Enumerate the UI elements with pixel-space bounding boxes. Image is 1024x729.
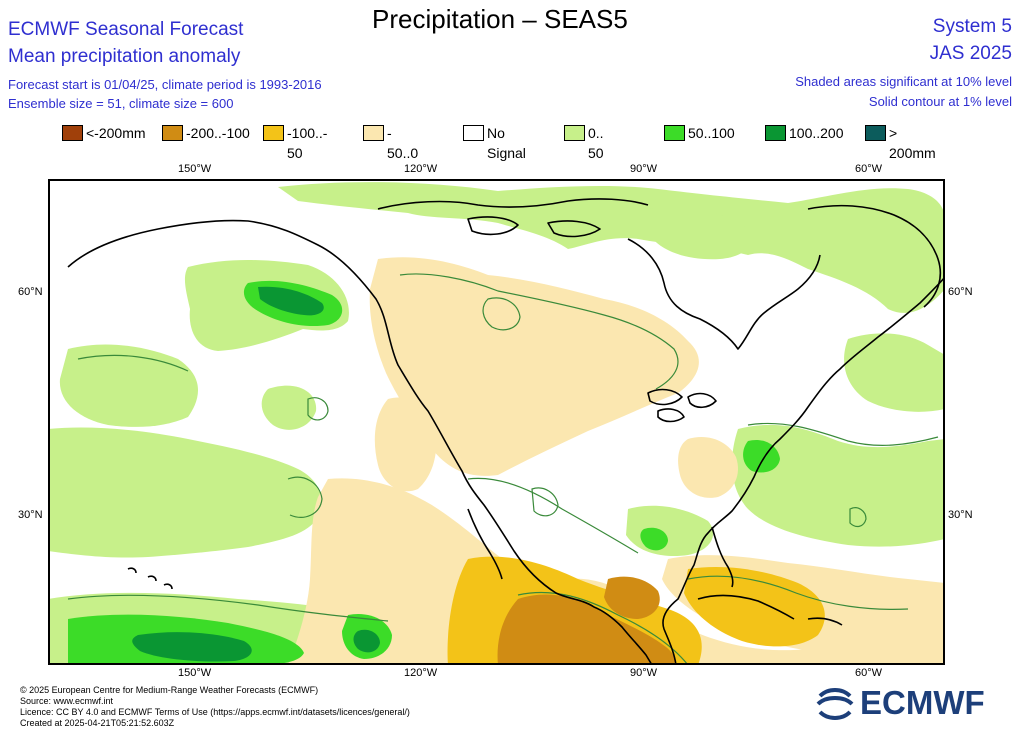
contour-line: [399, 273, 679, 390]
contour-line: [307, 397, 329, 421]
wet-strong-pacific-east: [353, 629, 380, 653]
dry-area-atlantic-coast: [678, 437, 738, 498]
legend-label: -100..- 50: [287, 125, 328, 161]
lat-tick-right: 30°N: [948, 509, 973, 521]
ecmwf-emblem-icon: [816, 688, 854, 720]
lon-tick-bottom: 150°W: [178, 667, 212, 679]
dry-strong-caribbean: [604, 576, 660, 619]
ecmwf-logo: ECMWF: [814, 684, 1014, 722]
forecast-start-info: Forecast start is 01/04/25, climate peri…: [8, 77, 322, 92]
main-title: Precipitation – SEAS5: [372, 4, 628, 34]
season-title: JAS 2025: [929, 43, 1012, 64]
legend-swatch: [865, 125, 886, 141]
lon-tick-bottom: 120°W: [404, 667, 438, 679]
coastline-baja: [467, 508, 503, 580]
wet-mid-gulf: [640, 527, 668, 551]
coastline-florida: [711, 526, 734, 588]
created-line: Created at 2025-04-21T05:21:52.603Z: [20, 718, 175, 728]
legend-swatch: [564, 125, 585, 141]
lon-tick-top: 90°W: [630, 163, 658, 175]
legend-label: - 50..0: [387, 125, 419, 161]
contour-line: [849, 507, 867, 528]
legend-label: 100..200: [789, 125, 844, 141]
wet-strong-areas: [132, 286, 380, 662]
lon-tick-bottom: 60°W: [855, 667, 883, 679]
legend-label: 50..100: [688, 125, 735, 141]
wet-area-hudson: [648, 207, 752, 260]
legend-swatch: [664, 125, 685, 141]
lat-tick-left: 60°N: [18, 286, 43, 298]
coastline-cuba: [697, 594, 843, 626]
lon-tick-top: 120°W: [404, 163, 438, 175]
lon-tick-bottom: 90°W: [630, 667, 658, 679]
contour-line: [531, 487, 559, 517]
wet-strong-pacific: [132, 632, 252, 662]
source-line: Source: www.ecmwf.int: [20, 696, 114, 706]
dry-area-plains: [369, 257, 699, 476]
contour-line: [287, 476, 323, 518]
system-title: System 5: [932, 16, 1012, 37]
ensemble-size-info: Ensemble size = 51, climate size = 600: [8, 96, 234, 111]
dry-strong-central-america: [497, 594, 676, 665]
wet-area-atlantic-north: [844, 333, 945, 412]
legend-swatch: [162, 125, 183, 141]
wet-area-arctic: [278, 182, 945, 313]
licence-line: Licence: CC BY 4.0 and ECMWF Terms of Us…: [20, 707, 410, 717]
legend-label: > 200mm: [889, 125, 936, 161]
wet-strong-alaska: [258, 286, 324, 316]
wet-area-pacific-north: [59, 344, 198, 427]
footer: © 2025 European Centre for Medium-Range …: [20, 685, 410, 729]
contour-line: [77, 354, 189, 372]
legend-swatch: [463, 125, 484, 141]
wet-area-pacific-east: [261, 385, 317, 430]
coastline-hawaii: [127, 567, 173, 590]
coastlines: [67, 198, 945, 665]
contour-line: [747, 422, 939, 446]
contour-line: [687, 575, 909, 610]
coastline-mainland: [67, 219, 945, 665]
lat-tick-left: 30°N: [18, 509, 43, 521]
ecmwf-wordmark: ECMWF: [860, 684, 985, 721]
legend-label: No Signal: [487, 125, 526, 161]
color-legend: <-200mm -200..-100 -100..- 50 - 50..0 No…: [62, 123, 962, 161]
product-title: ECMWF Seasonal Forecast: [8, 19, 244, 40]
legend-swatch: [765, 125, 786, 141]
coastline-arctic-islands: [377, 198, 649, 238]
contour-line: [467, 477, 639, 554]
legend-swatch: [62, 125, 83, 141]
legend-swatch: [363, 125, 384, 141]
contour-line: [67, 594, 389, 622]
legend-label: -200..-100: [186, 125, 250, 141]
significance-contours: [67, 273, 939, 665]
contour-note: Solid contour at 1% level: [868, 94, 1012, 109]
contour-line: [482, 297, 521, 331]
lon-tick-top: 60°W: [855, 163, 883, 175]
coastline-great-lakes: [647, 388, 717, 423]
wet-area-pacific-mid: [48, 427, 322, 558]
dry-area-west-coast: [374, 397, 437, 492]
lon-tick-top: 150°W: [178, 163, 212, 175]
dry-strong-areas: [497, 576, 676, 665]
legend-swatch: [263, 125, 284, 141]
legend-label: <-200mm: [86, 125, 146, 141]
significance-note: Shaded areas significant at 10% level: [795, 74, 1012, 89]
map-frame: [48, 179, 945, 665]
coastline-hudson-bay: [627, 238, 821, 350]
lat-tick-right: 60°N: [948, 286, 973, 298]
variable-title: Mean precipitation anomaly: [8, 46, 241, 67]
wet-area-atlantic: [732, 424, 945, 547]
coastline-greenland: [807, 204, 942, 308]
copyright-line: © 2025 European Centre for Medium-Range …: [20, 685, 319, 695]
anomaly-map: [48, 179, 945, 665]
dry-mid-caribbean: [684, 566, 825, 647]
legend-label: 0.. 50: [588, 125, 604, 161]
